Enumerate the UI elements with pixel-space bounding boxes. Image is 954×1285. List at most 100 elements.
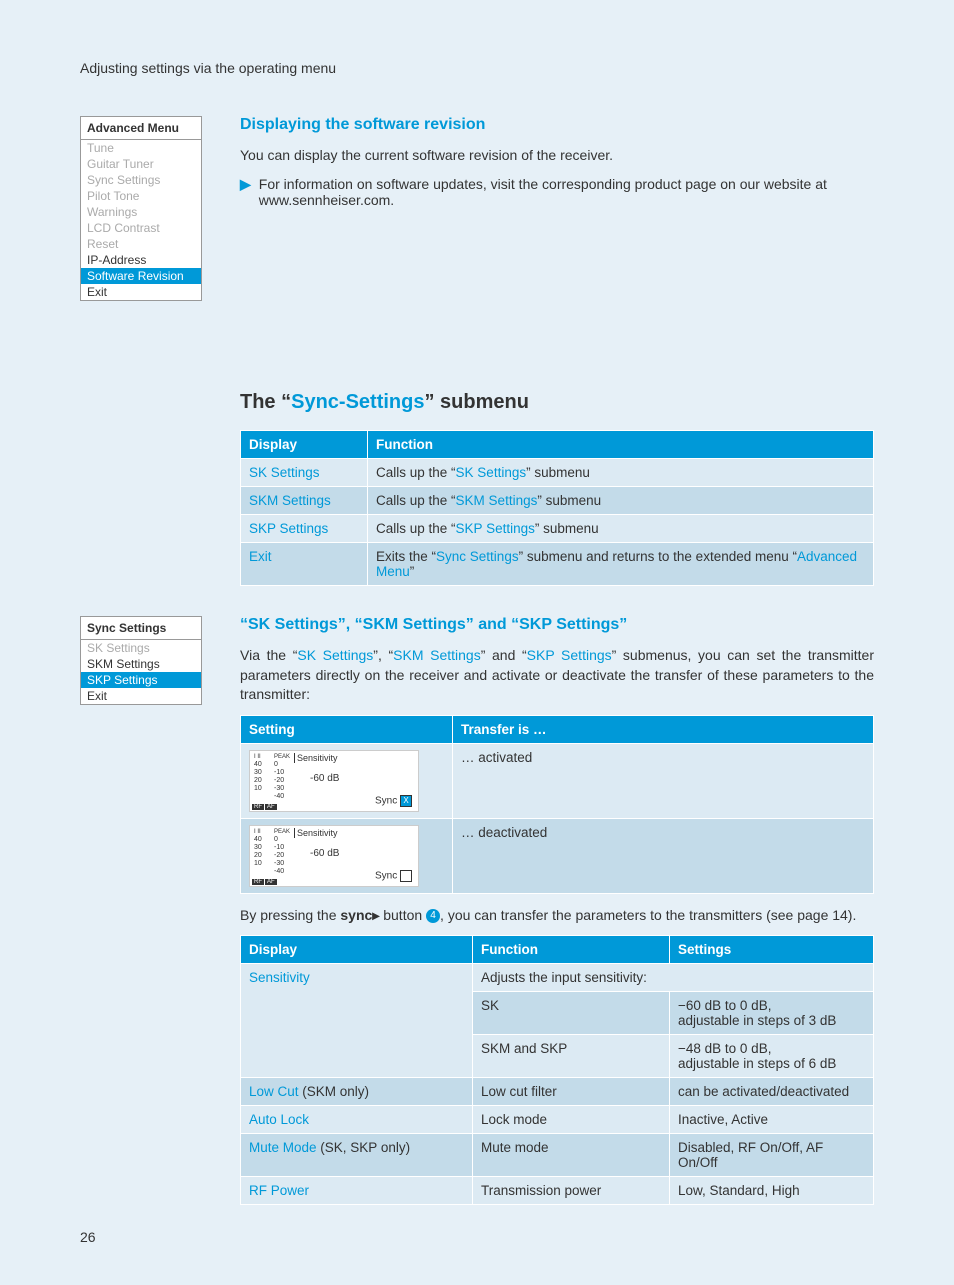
lcd-panel: I II40302010PEAK0-10-20-30-40Sensitivity…: [249, 750, 419, 812]
cell-settings: Low, Standard, High: [670, 1177, 874, 1205]
cell-function: Transmission power: [473, 1177, 670, 1205]
page: Adjusting settings via the operating men…: [0, 0, 954, 1285]
sync-submenu-table: Display Function SK SettingsCalls up the…: [240, 430, 874, 586]
cell-settings: Disabled, RF On/Off, AF On/Off: [670, 1134, 874, 1177]
bullet-arrow-icon: ▶: [240, 176, 251, 208]
table-row: SKP SettingsCalls up the “SKP Settings” …: [241, 515, 874, 543]
cell-function: Mute mode: [473, 1134, 670, 1177]
menu-item[interactable]: SKM Settings: [81, 656, 201, 672]
cell-function: Calls up the “SKM Settings” submenu: [368, 487, 874, 515]
row-software-revision: Advanced Menu TuneGuitar TunerSync Setti…: [80, 116, 874, 301]
cell-function: SK: [473, 992, 670, 1035]
cell-display: Sensitivity: [241, 964, 473, 1078]
cell-transfer: … deactivated: [453, 818, 874, 893]
sk-p1-l3: SKP Settings: [527, 647, 612, 663]
table-row: I II40302010PEAK0-10-20-30-40Sensitivity…: [241, 743, 874, 818]
menu-item[interactable]: Software Revision: [81, 268, 201, 284]
row-sync-submenu: The “Sync-Settings” submenu Display Func…: [80, 391, 874, 586]
transfer-th-transfer: Transfer is …: [453, 715, 874, 743]
cell-display: Auto Lock: [241, 1106, 473, 1134]
cell-display: Exit: [241, 543, 368, 586]
sync-title-link: Sync-Settings: [291, 391, 424, 413]
cell-display: RF Power: [241, 1177, 473, 1205]
cell-setting: I II40302010PEAK0-10-20-30-40Sensitivity…: [241, 818, 453, 893]
cell-display: SK Settings: [241, 459, 368, 487]
cell-transfer: … activated: [453, 743, 874, 818]
sync-th-display: Display: [241, 431, 368, 459]
cell-settings: −60 dB to 0 dB,adjustable in steps of 3 …: [670, 992, 874, 1035]
software-revision-bullet: ▶ For information on software updates, v…: [240, 176, 874, 208]
cell-function: Calls up the “SKP Settings” submenu: [368, 515, 874, 543]
software-revision-text: You can display the current software rev…: [240, 146, 874, 166]
settings-th-function: Function: [473, 936, 670, 964]
sync-submenu-title: The “Sync-Settings” submenu: [240, 391, 874, 414]
cell-display: SKP Settings: [241, 515, 368, 543]
advanced-menu-title: Advanced Menu: [81, 117, 201, 140]
settings-th-settings: Settings: [670, 936, 874, 964]
menu-item[interactable]: Exit: [81, 284, 201, 300]
menu-item[interactable]: Reset: [81, 236, 201, 252]
sk-p1-m1: ”, “: [373, 647, 393, 663]
menu-item[interactable]: SKP Settings: [81, 672, 201, 688]
menu-item[interactable]: Pilot Tone: [81, 188, 201, 204]
cell-settings: Inactive, Active: [670, 1106, 874, 1134]
sk-settings-heading: “SK Settings”, “SKM Settings” and “SKP S…: [240, 616, 874, 634]
sync-th-function: Function: [368, 431, 874, 459]
cell-function: Low cut filter: [473, 1078, 670, 1106]
sk-p1-m2: ” and “: [481, 647, 527, 663]
menu-item[interactable]: Warnings: [81, 204, 201, 220]
table-row: SKM SettingsCalls up the “SKM Settings” …: [241, 487, 874, 515]
sync-btn-word: sync: [340, 907, 372, 923]
cell-function: Exits the “Sync Settings” submenu and re…: [368, 543, 874, 586]
table-row: Low Cut (SKM only)Low cut filtercan be a…: [241, 1078, 874, 1106]
cell-display: Mute Mode (SK, SKP only): [241, 1134, 473, 1177]
sync-title-pre: The “: [240, 391, 291, 413]
sync-btn-mid: button: [379, 907, 426, 923]
table-row: Auto LockLock modeInactive, Active: [241, 1106, 874, 1134]
cell-display: Low Cut (SKM only): [241, 1078, 473, 1106]
settings-th-display: Display: [241, 936, 473, 964]
sk-p1-l1: SK Settings: [297, 647, 373, 663]
cell-settings: −48 dB to 0 dB,adjustable in steps of 6 …: [670, 1035, 874, 1078]
page-header: Adjusting settings via the operating men…: [80, 60, 874, 76]
sync-settings-menu-box: Sync Settings SK SettingsSKM SettingsSKP…: [80, 616, 202, 705]
page-number: 26: [80, 1229, 96, 1245]
menu-item[interactable]: SK Settings: [81, 640, 201, 656]
circle-4-icon: 4: [426, 909, 440, 923]
cell-display: SKM Settings: [241, 487, 368, 515]
menu-item[interactable]: Exit: [81, 688, 201, 704]
sync-btn-post: , you can transfer the parameters to the…: [440, 907, 856, 923]
row-sk-settings: Sync Settings SK SettingsSKM SettingsSKP…: [80, 616, 874, 1205]
menu-item[interactable]: Sync Settings: [81, 172, 201, 188]
sk-settings-intro: Via the “SK Settings”, “SKM Settings” an…: [240, 646, 874, 705]
software-revision-bullet-text: For information on software updates, vis…: [259, 176, 874, 208]
lcd-panel: I II40302010PEAK0-10-20-30-40Sensitivity…: [249, 825, 419, 887]
sync-btn-pre: By pressing the: [240, 907, 340, 923]
menu-item[interactable]: Guitar Tuner: [81, 156, 201, 172]
transfer-th-setting: Setting: [241, 715, 453, 743]
table-row: RF PowerTransmission powerLow, Standard,…: [241, 1177, 874, 1205]
menu-item[interactable]: IP-Address: [81, 252, 201, 268]
sk-p1-l2: SKM Settings: [393, 647, 481, 663]
table-row: I II40302010PEAK0-10-20-30-40Sensitivity…: [241, 818, 874, 893]
table-row: SK SettingsCalls up the “SK Settings” su…: [241, 459, 874, 487]
cell-setting: I II40302010PEAK0-10-20-30-40Sensitivity…: [241, 743, 453, 818]
sync-menu-title: Sync Settings: [81, 617, 201, 640]
table-row: SensitivityAdjusts the input sensitivity…: [241, 964, 874, 992]
sync-title-post: ” submenu: [424, 391, 528, 413]
settings-detail-table: Display Function Settings SensitivityAdj…: [240, 935, 874, 1205]
cell-function: Lock mode: [473, 1106, 670, 1134]
cell-settings: can be activated/deactivated: [670, 1078, 874, 1106]
software-revision-heading: Displaying the software revision: [240, 116, 874, 134]
transfer-table: Setting Transfer is … I II40302010PEAK0-…: [240, 715, 874, 894]
cell-function: Calls up the “SK Settings” submenu: [368, 459, 874, 487]
cell-function: SKM and SKP: [473, 1035, 670, 1078]
advanced-menu-box: Advanced Menu TuneGuitar TunerSync Setti…: [80, 116, 202, 301]
table-row: Mute Mode (SK, SKP only)Mute modeDisable…: [241, 1134, 874, 1177]
menu-item[interactable]: LCD Contrast: [81, 220, 201, 236]
menu-item[interactable]: Tune: [81, 140, 201, 156]
sk-p1-pre: Via the “: [240, 647, 297, 663]
cell-function: Adjusts the input sensitivity:: [473, 964, 874, 992]
sync-button-paragraph: By pressing the sync▸ button 4, you can …: [240, 906, 874, 926]
table-row: ExitExits the “Sync Settings” submenu an…: [241, 543, 874, 586]
